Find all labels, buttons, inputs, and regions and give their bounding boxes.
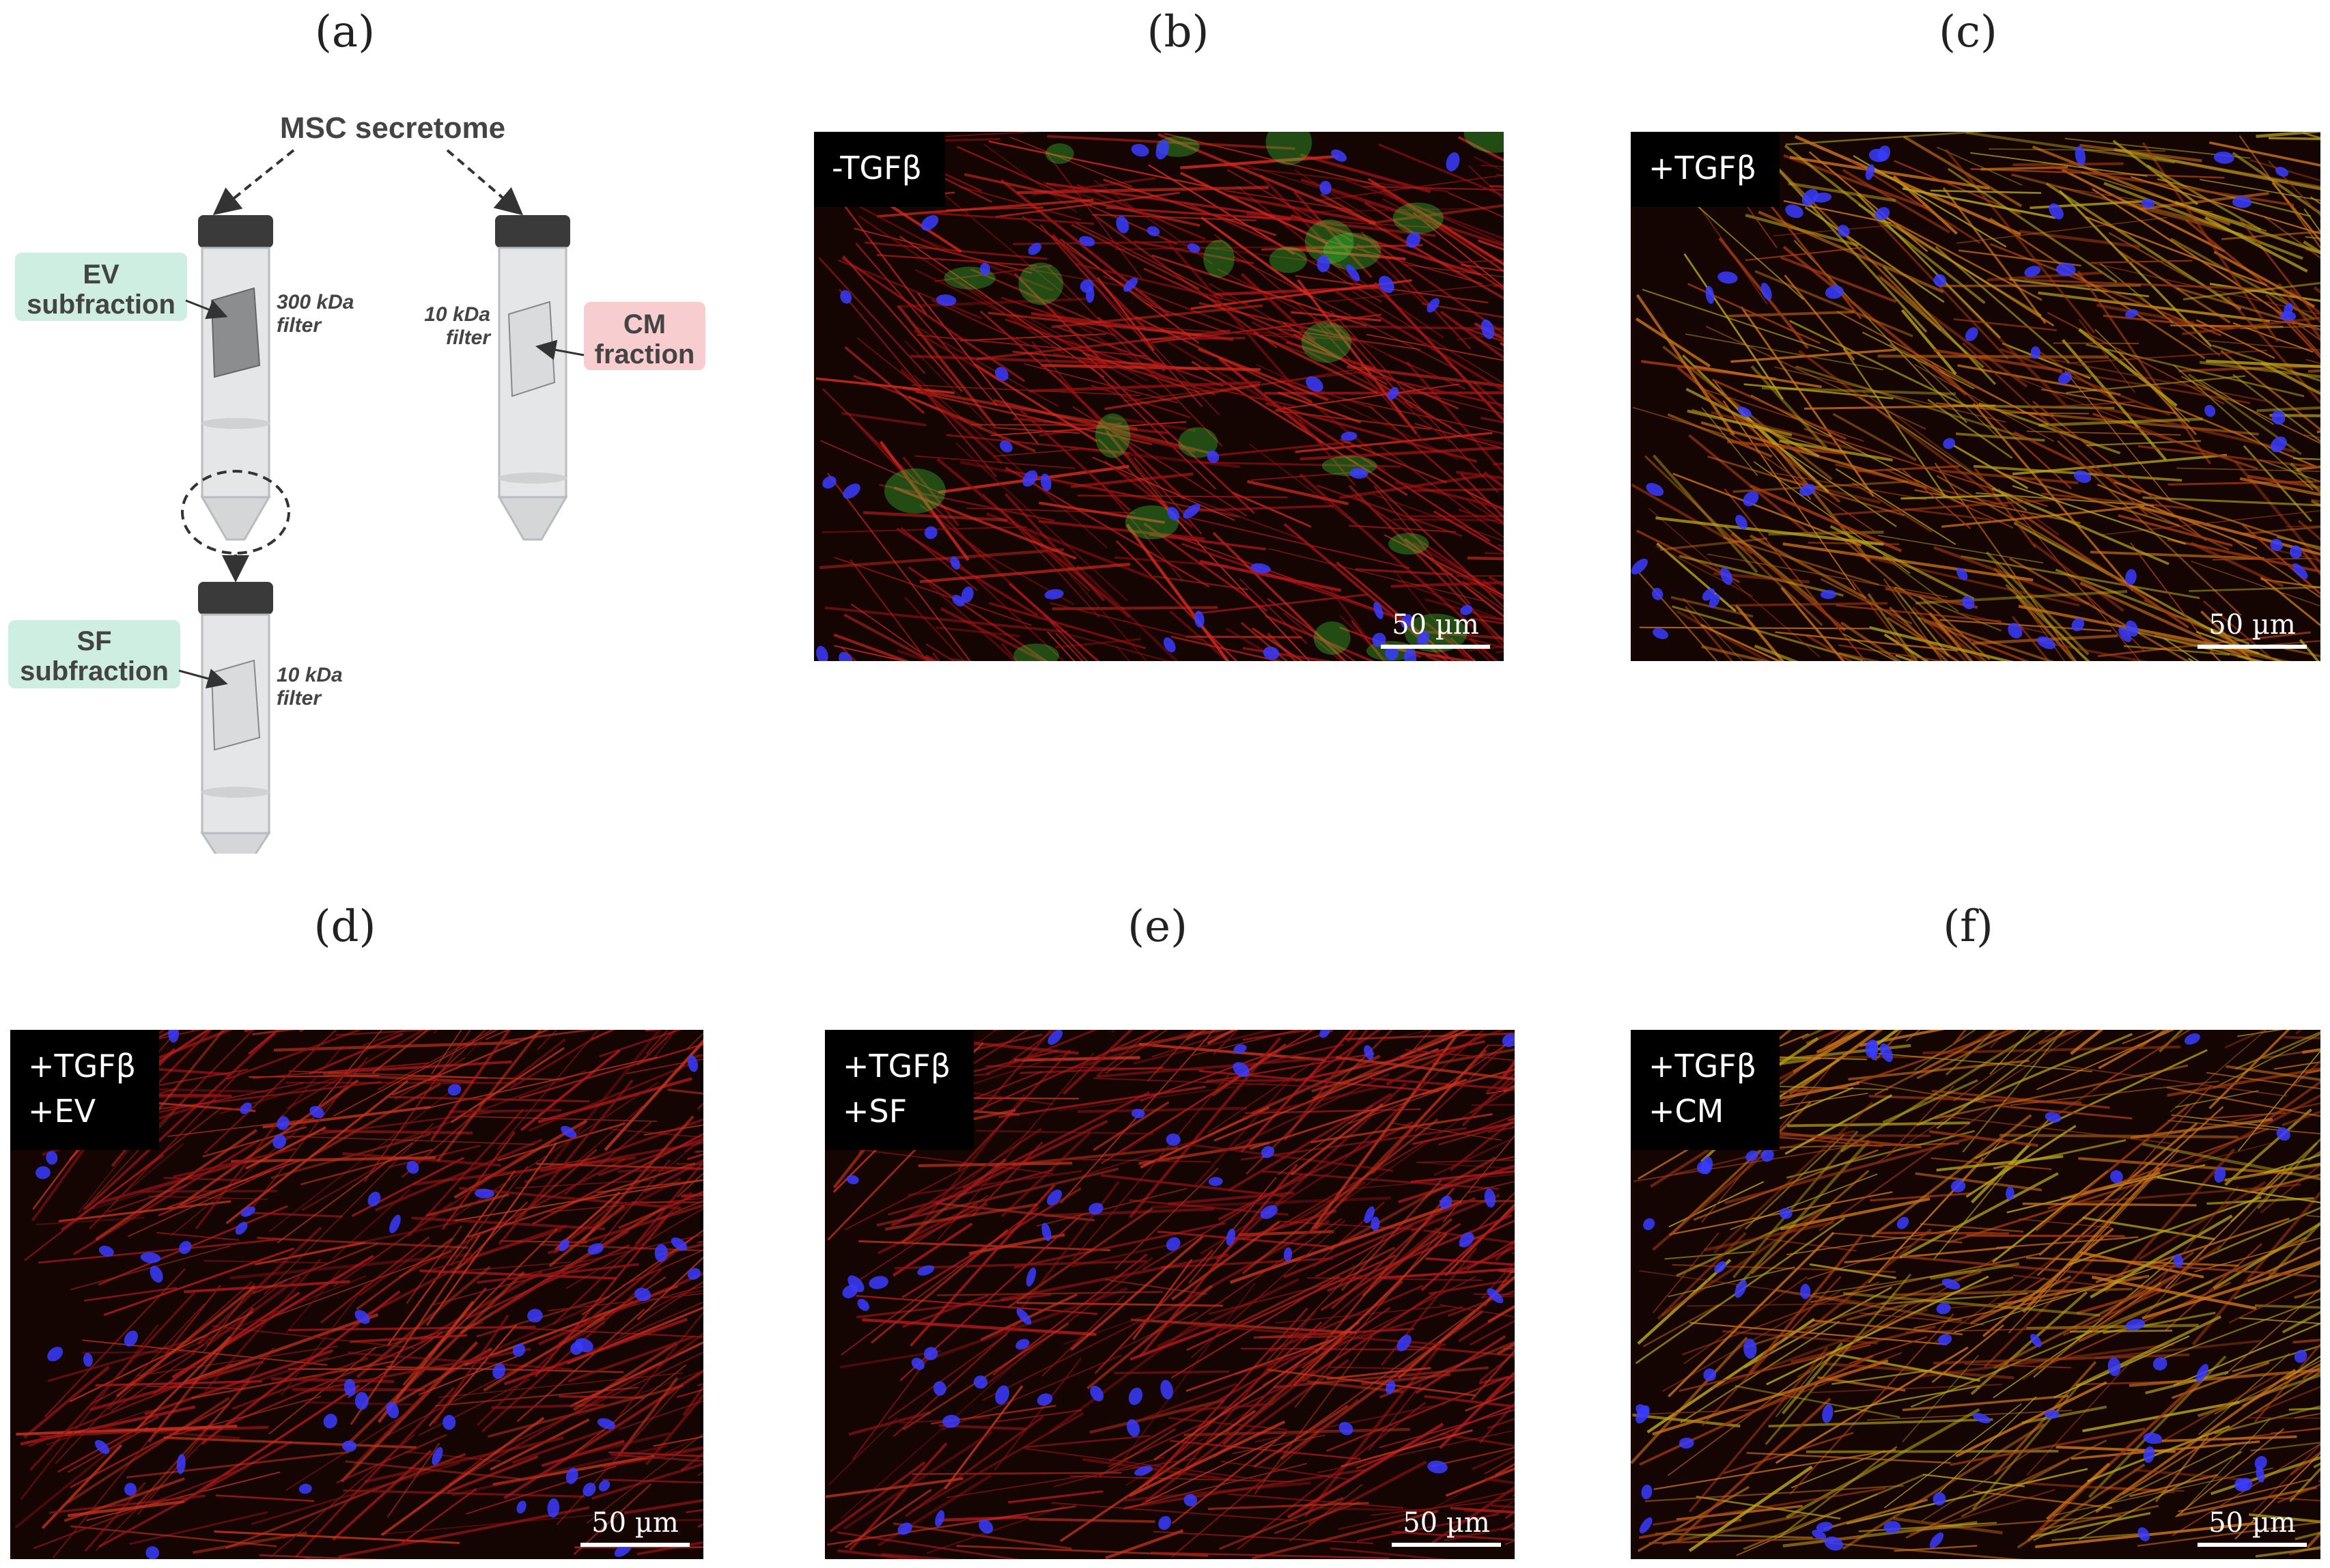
panel-label-d: (d) xyxy=(313,901,376,952)
scale-label-b: 50 µm xyxy=(1392,609,1479,641)
panel-label-f: (f) xyxy=(1943,901,1993,952)
condition-tag-b: -TGFβ xyxy=(814,132,945,207)
panel-label-c: (c) xyxy=(1939,7,1997,57)
sf-label: SF subfraction xyxy=(20,626,169,686)
scale-label-d: 50 µm xyxy=(591,1507,679,1539)
ev-label-pointer xyxy=(185,299,228,320)
condition-tag-c: +TGFβ xyxy=(1631,132,1780,207)
scale-line-b xyxy=(1381,645,1490,649)
image-panel-e: +TGFβ +SF 50 µm xyxy=(825,1030,1515,1559)
image-panel-f: +TGFβ +CM 50 µm xyxy=(1631,1030,2320,1559)
cm-label-pointer xyxy=(535,339,585,361)
scale-bar-f: 50 µm xyxy=(2198,1507,2307,1547)
scale-line-c xyxy=(2198,645,2307,649)
scale-bar-b: 50 µm xyxy=(1381,609,1490,649)
image-panel-c: +TGFβ 50 µm xyxy=(1631,132,2320,661)
scale-line-f xyxy=(2198,1543,2307,1547)
sf-label-box xyxy=(8,620,180,688)
micrograph-b xyxy=(814,132,1504,661)
schematic-title: MSC secretome xyxy=(280,111,505,145)
condition-tag-d: +TGFβ +EV xyxy=(10,1030,160,1150)
scale-bar-d: 50 µm xyxy=(580,1507,690,1547)
scale-label-f: 50 µm xyxy=(2208,1507,2296,1539)
condition-tag-f: +TGFβ +CM xyxy=(1631,1030,1780,1150)
panel-label-e: (e) xyxy=(1127,901,1188,952)
ev-tube xyxy=(198,215,273,541)
image-panel-d: +TGFβ +EV 50 µm xyxy=(10,1030,703,1559)
micrograph-c xyxy=(1631,132,2320,661)
filter-300-label: 300 kDa filter xyxy=(277,291,354,337)
cm-label-box xyxy=(584,302,705,370)
secretome-fractionation-schematic: MSC secretome EV subfraction 300 kDa filte… xyxy=(8,111,705,854)
ev-label-box xyxy=(15,253,187,321)
arrow-to-ev-tube xyxy=(212,149,295,216)
panel-label-b: (b) xyxy=(1147,7,1209,57)
ev-tube-tip-highlight xyxy=(181,470,290,555)
sf-tube xyxy=(198,582,273,854)
cm-tube xyxy=(495,215,570,541)
scale-label-c: 50 µm xyxy=(2208,609,2296,641)
filter-10-cm-label: 10 kDa filter xyxy=(424,303,492,349)
micrograph-d xyxy=(10,1030,703,1559)
ev-label: EV subfraction xyxy=(27,260,176,320)
cm-label: CM fraction xyxy=(595,309,695,369)
scale-label-e: 50 µm xyxy=(1403,1507,1490,1539)
filter-10-sf-label: 10 kDa filter xyxy=(277,664,343,710)
scale-line-e xyxy=(1392,1543,1501,1547)
scale-bar-e: 50 µm xyxy=(1392,1507,1501,1547)
image-panel-b: -TGFβ 50 µm xyxy=(814,132,1504,661)
condition-tag-e: +TGFβ +SF xyxy=(825,1030,974,1150)
sf-label-pointer xyxy=(178,669,228,689)
scale-line-d xyxy=(580,1543,690,1547)
panel-label-a: (a) xyxy=(314,7,376,57)
arrow-to-cm-tube xyxy=(446,149,524,216)
scale-bar-c: 50 µm xyxy=(2198,609,2307,649)
